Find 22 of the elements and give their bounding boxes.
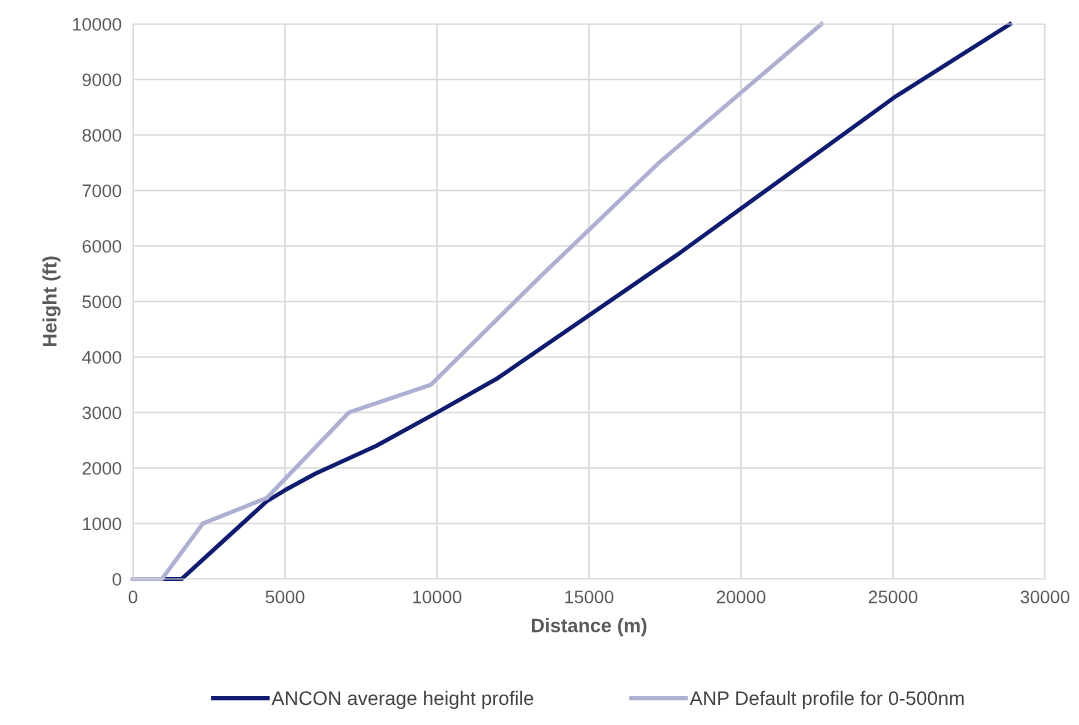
y-tick-label: 10000 — [73, 17, 122, 31]
x-tick-label: 15000 — [565, 590, 614, 604]
x-tick-label: 5000 — [265, 590, 305, 604]
y-tick-label: 7000 — [82, 184, 122, 198]
y-tick-label: 1000 — [83, 517, 122, 531]
legend-label: ANP Default profile for 0-500nm — [689, 690, 964, 709]
x-tick-label: 30000 — [1020, 590, 1070, 604]
y-tick-label: 6000 — [82, 239, 122, 253]
y-tick-label: 8000 — [82, 128, 122, 142]
y-tick-label: 9000 — [82, 73, 122, 87]
y-tick-label: 2000 — [82, 461, 122, 475]
y-axis-title: Height (ft) — [42, 256, 61, 347]
y-tick-label: 3000 — [82, 406, 122, 420]
x-tick-label: 20000 — [716, 590, 766, 604]
y-tick-label: 4000 — [82, 350, 122, 364]
x-tick-label: 0 — [128, 590, 138, 604]
x-tick-label: 10000 — [413, 590, 462, 604]
legend-label: ANCON average height profile — [271, 690, 534, 709]
y-tick-label: 5000 — [82, 295, 122, 309]
y-tick-label: 0 — [112, 572, 122, 586]
x-tick-label: 25000 — [868, 590, 918, 604]
x-axis-title: Distance (m) — [531, 618, 647, 637]
